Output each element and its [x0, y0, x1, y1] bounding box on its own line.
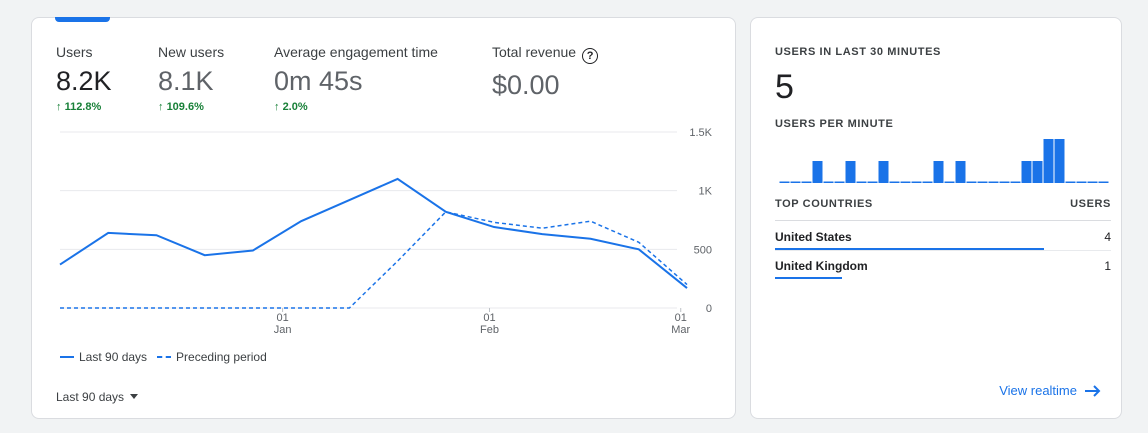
country-user-count: 4 [1104, 230, 1111, 244]
minute-bar [933, 161, 944, 183]
minute-bar [823, 181, 834, 183]
minute-bar [944, 181, 955, 183]
country-row: United Kingdom 1 [775, 259, 1111, 279]
minute-bar [966, 181, 977, 183]
metric-value: 8.2K [56, 66, 112, 96]
metric-value: 8.1K [158, 66, 214, 96]
top-countries-header: TOP COUNTRIES USERS [775, 198, 1111, 210]
active-tab-indicator [55, 17, 110, 22]
view-realtime-label: View realtime [999, 383, 1077, 398]
minute-bar [1032, 161, 1043, 183]
solid-line-swatch [60, 356, 74, 358]
metric-change: ↑ 112.8% [56, 101, 102, 113]
series-line-preceding-period [60, 210, 688, 309]
minute-bar [1010, 181, 1021, 183]
minute-bar [1087, 181, 1098, 183]
x-tick-day: 01 [675, 312, 687, 324]
chart-legend: Last 90 days Preceding period [60, 350, 267, 364]
metric-change: ↑ 109.6% [158, 101, 204, 113]
divider [775, 220, 1111, 221]
series-line-last-90-days [59, 177, 688, 289]
minute-bar [988, 181, 999, 183]
minute-bar [1021, 161, 1032, 183]
users-column-heading: USERS [1070, 198, 1111, 210]
minute-bar [779, 181, 790, 183]
y-tick-label: 1K [699, 186, 713, 198]
minute-bar [867, 181, 878, 183]
metric-label: Average engagement time [274, 44, 438, 60]
minute-bar [856, 181, 867, 183]
y-tick-label: 0 [706, 303, 712, 315]
minute-bar [977, 181, 988, 183]
minute-bar [1054, 139, 1065, 183]
arrow-up-icon: ↑ [274, 101, 280, 113]
legend-item-last-90-days: Last 90 days [60, 350, 147, 364]
country-user-count: 1 [1104, 259, 1111, 273]
x-tick-day: 01 [483, 312, 495, 324]
help-icon[interactable]: ? [582, 48, 599, 64]
per-minute-heading: USERS PER MINUTE [775, 118, 894, 130]
metric-change: ↑ 2.0% [274, 101, 308, 113]
arrow-up-icon: ↑ [158, 101, 164, 113]
divider [775, 250, 1111, 251]
metric-value: $0.00 [492, 70, 560, 100]
minute-bar [801, 181, 812, 183]
minute-bar [922, 181, 933, 183]
users-per-minute-chart [779, 139, 1109, 183]
legend-item-preceding-period: Preceding period [157, 350, 267, 364]
realtime-heading: USERS IN LAST 30 MINUTES [775, 46, 941, 58]
metric-label: Users [56, 44, 93, 60]
date-range-label: Last 90 days [56, 390, 125, 404]
view-realtime-link[interactable]: View realtime [999, 383, 1101, 398]
minute-bar [878, 161, 889, 183]
legend-label: Last 90 days [79, 350, 148, 364]
date-range-dropdown[interactable]: Last 90 days [56, 390, 139, 404]
y-tick-label: 1.5K [689, 127, 712, 139]
x-tick-day: 01 [276, 312, 288, 324]
metric-new-users[interactable]: New users 8.1K ↑ 109.6% [158, 44, 224, 113]
minute-bar [834, 181, 845, 183]
arrow-right-icon [1085, 384, 1101, 397]
legend-label: Preceding period [176, 350, 267, 364]
minute-bar [911, 181, 922, 183]
metric-total-revenue[interactable]: Total revenue? $0.00 [492, 44, 599, 100]
country-name: United Kingdom [775, 259, 868, 273]
country-row: United States 4 [775, 230, 1111, 250]
minute-bar [900, 181, 911, 183]
minute-bar [999, 181, 1010, 183]
minute-bar [845, 161, 856, 183]
minute-bar [1043, 139, 1054, 183]
minute-bar [889, 181, 900, 183]
minute-bar [1065, 181, 1076, 183]
dashed-line-swatch [157, 356, 172, 358]
minute-bar [1098, 181, 1109, 183]
realtime-user-count: 5 [775, 68, 794, 106]
caret-down-icon [130, 394, 139, 399]
minute-bar [1076, 181, 1087, 183]
metric-engagement-time[interactable]: Average engagement time 0m 45s ↑ 2.0% [274, 44, 438, 113]
x-tick-month: Mar [671, 324, 690, 336]
realtime-card: USERS IN LAST 30 MINUTES 5 USERS PER MIN… [750, 17, 1122, 419]
minute-bar [790, 181, 801, 183]
metric-value: 0m 45s [274, 66, 363, 96]
x-tick-month: Jan [274, 324, 292, 336]
country-share-bar [775, 248, 1044, 250]
country-name: United States [775, 230, 852, 244]
overview-card: Users 8.2K ↑ 112.8% New users 8.1K ↑ 109… [31, 17, 736, 419]
y-tick-label: 500 [694, 244, 712, 256]
arrow-up-icon: ↑ [56, 101, 62, 113]
country-share-bar [775, 277, 842, 279]
minute-bar [812, 161, 823, 183]
metric-label: Total revenue? [492, 44, 599, 64]
countries-column-heading: TOP COUNTRIES [775, 198, 873, 210]
metric-label: New users [158, 44, 225, 60]
x-tick-month: Feb [480, 324, 499, 336]
metric-users[interactable]: Users 8.2K ↑ 112.8% [56, 44, 112, 113]
minute-bar [955, 161, 966, 183]
